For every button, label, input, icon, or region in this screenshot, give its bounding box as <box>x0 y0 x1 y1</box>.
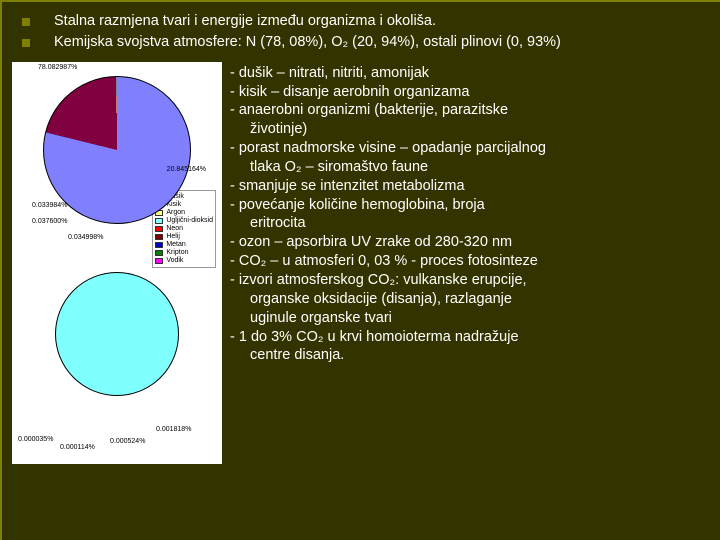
body-line: eritrocita <box>230 214 710 233</box>
body-line: - dušik – nitrati, nitriti, amonijak <box>230 64 710 83</box>
legend-label: Vodik <box>166 257 183 264</box>
pie2-labels: 0.000035% 0.000114% 0.000524% 0.001818% <box>16 424 218 460</box>
body-line: - smanjuje se intenzitet metabolizma <box>230 177 710 196</box>
body-line: - kisik – disanje aerobnih organizama <box>230 83 710 102</box>
pie2-lb-1: 0.000114% <box>60 444 95 451</box>
pie1-label-0: 78.082987% <box>38 64 77 71</box>
body-line: životinje) <box>230 120 710 139</box>
pie1-label-4: 0.034998% <box>68 234 103 241</box>
legend-item: Vodik <box>155 257 213 264</box>
pie2-lb-0: 0.000035% <box>18 436 53 443</box>
body-line: - povećanje količine hemoglobina, broja <box>230 196 710 215</box>
bullet-1: Stalna razmjena tvari i energije između … <box>22 12 700 31</box>
legend-swatch <box>155 250 163 256</box>
bullet-1-text: Stalna razmjena tvari i energije između … <box>54 12 436 31</box>
header: Stalna razmjena tvari i energije između … <box>2 2 720 60</box>
body-text: - dušik – nitrati, nitriti, amonijak- ki… <box>230 62 710 464</box>
legend-item: Kripton <box>155 249 213 256</box>
bullet-icon <box>22 18 30 26</box>
legend-label: Kripton <box>166 249 188 256</box>
pie2-lb-2: 0.000524% <box>110 438 145 445</box>
bullet-2: Kemijska svojstva atmosfere: N (78, 08%)… <box>22 33 700 52</box>
legend-label: Metan <box>166 241 185 248</box>
body-line: organske oksidacije (disanja), razlaganj… <box>230 290 710 309</box>
pie1-label-1: 20.845164% <box>167 166 206 173</box>
body-line: centre disanja. <box>230 346 710 365</box>
body-line: - ozon – apsorbira UV zrake od 280-320 n… <box>230 233 710 252</box>
pie1-label-3: 0.037600% <box>32 218 67 225</box>
pie2-lb-3: 0.001818% <box>156 426 191 433</box>
body-line: uginule organske tvari <box>230 309 710 328</box>
pie-chart-2 <box>55 272 179 396</box>
pie1-label-2: 0.033984% <box>32 202 67 209</box>
content: 78.082987% 20.845164% 0.033984% 0.037600… <box>2 60 720 464</box>
chart-area: 78.082987% 20.845164% 0.033984% 0.037600… <box>12 62 222 464</box>
body-line: - anaerobni organizmi (bakterije, parazi… <box>230 101 710 120</box>
pie-1-wrap: 78.082987% 20.845164% 0.033984% 0.037600… <box>32 66 202 236</box>
slide: Stalna razmjena tvari i energije između … <box>0 0 720 540</box>
legend-swatch <box>155 258 163 264</box>
body-line: - porast nadmorske visine – opadanje par… <box>230 139 710 158</box>
pie-2-wrap <box>43 272 191 420</box>
legend-item: Metan <box>155 241 213 248</box>
bullet-icon <box>22 39 30 47</box>
body-line: - CO₂ – u atmosferi 0, 03 % - proces fot… <box>230 252 710 271</box>
body-line: - 1 do 3% CO₂ u krvi homoioterma nadražu… <box>230 328 710 347</box>
body-line: tlaka O₂ – siromaštvo faune <box>230 158 710 177</box>
legend-swatch <box>155 242 163 248</box>
bullet-2-text: Kemijska svojstva atmosfere: N (78, 08%)… <box>54 33 561 52</box>
body-line: - izvori atmosferskog CO₂: vulkanske eru… <box>230 271 710 290</box>
